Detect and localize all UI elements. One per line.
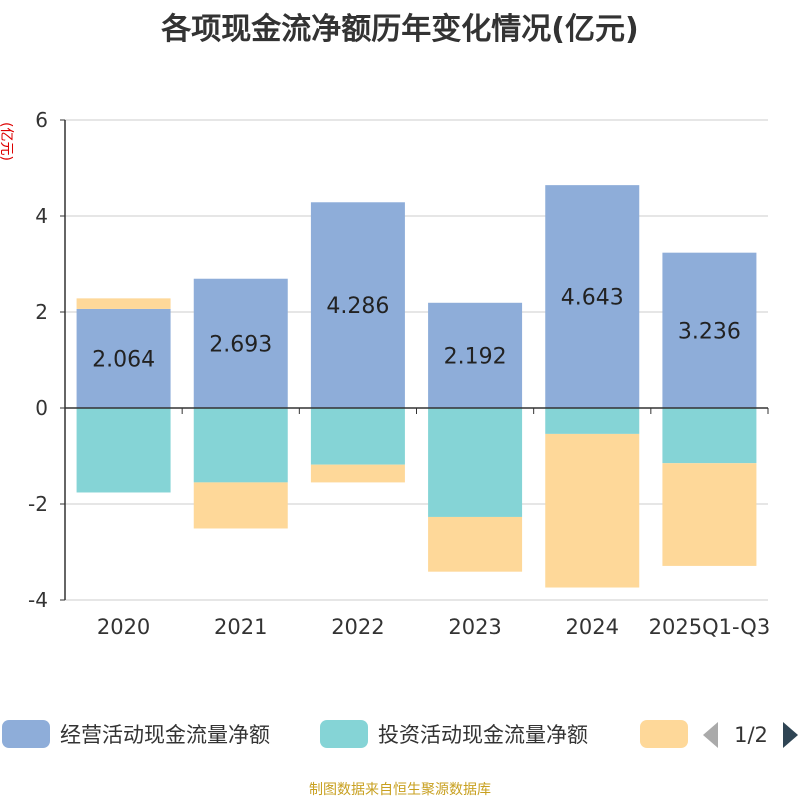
- legend-prev-icon: [703, 722, 718, 748]
- data-label: 2.064: [92, 347, 155, 372]
- bar-3-2021: [193, 482, 288, 529]
- bar-2-2020: [76, 408, 171, 493]
- bar-1-2023: [428, 302, 523, 408]
- source-note: 制图数据来自恒生聚源数据库: [309, 782, 491, 798]
- y-axis-title: (亿元): [0, 122, 14, 161]
- legend-swatch-3: [640, 720, 688, 748]
- y-tick-label: -4: [28, 588, 48, 612]
- bar-3-2020: [76, 298, 171, 309]
- bar-2-2022: [310, 408, 405, 465]
- y-tick-label: 2: [35, 300, 48, 324]
- x-tick-label: 2023: [448, 615, 501, 639]
- data-label: 2.192: [444, 344, 507, 369]
- data-label: 4.643: [561, 286, 624, 311]
- bars: [76, 185, 757, 588]
- bar-1-2024: [545, 185, 640, 408]
- legend: 经营活动现金流量净额 投资活动现金流量净额 1/2: [2, 720, 798, 748]
- legend-next-icon: [783, 722, 798, 748]
- y-tick-label: -2: [28, 492, 48, 516]
- bar-1-2020: [76, 308, 171, 408]
- legend-swatch-1: [2, 720, 50, 748]
- data-label: 2.693: [209, 332, 272, 357]
- legend-swatch-2: [320, 720, 368, 748]
- x-tick-label: 2020: [97, 615, 150, 639]
- bar-3-2022: [310, 464, 405, 483]
- x-tick-label: 2025Q1-Q3: [649, 615, 771, 639]
- data-label: 3.236: [678, 319, 741, 344]
- legend-page-indicator: 1/2: [734, 723, 768, 747]
- bar-3-2024: [545, 433, 640, 588]
- data-label: 4.286: [326, 294, 389, 319]
- x-tick-label: 2024: [566, 615, 619, 639]
- y-tick-label: 6: [35, 108, 48, 132]
- bar-2-2024: [545, 408, 640, 434]
- bar-2-2025Q1-Q3: [662, 408, 757, 464]
- legend-label-2: 投资活动现金流量净额: [378, 723, 588, 747]
- bar-1-2021: [193, 278, 288, 408]
- x-tick-label: 2021: [214, 615, 267, 639]
- axes: -4 -2 0 2 4 6 (亿元) 2020 2021 2022 2023 2024 2025Q1-Q…: [0, 108, 770, 639]
- bar-2-2021: [193, 408, 288, 483]
- bar-2-2023: [428, 408, 523, 517]
- bar-3-2023: [428, 516, 523, 572]
- data-labels: 2.064 2.693 4.286 2.192 4.643 3.236: [92, 286, 741, 373]
- chart-title: 各项现金流净额历年变化情况(亿元): [161, 12, 639, 47]
- x-tick-label: 2022: [331, 615, 384, 639]
- legend-label-1: 经营活动现金流量净额: [60, 723, 270, 747]
- y-tick-label: 4: [35, 204, 48, 228]
- y-tick-label: 0: [35, 396, 48, 420]
- bar-1-2022: [310, 202, 405, 408]
- bar-3-2025Q1-Q3: [662, 463, 757, 566]
- bar-1-2025Q1-Q3: [662, 252, 757, 408]
